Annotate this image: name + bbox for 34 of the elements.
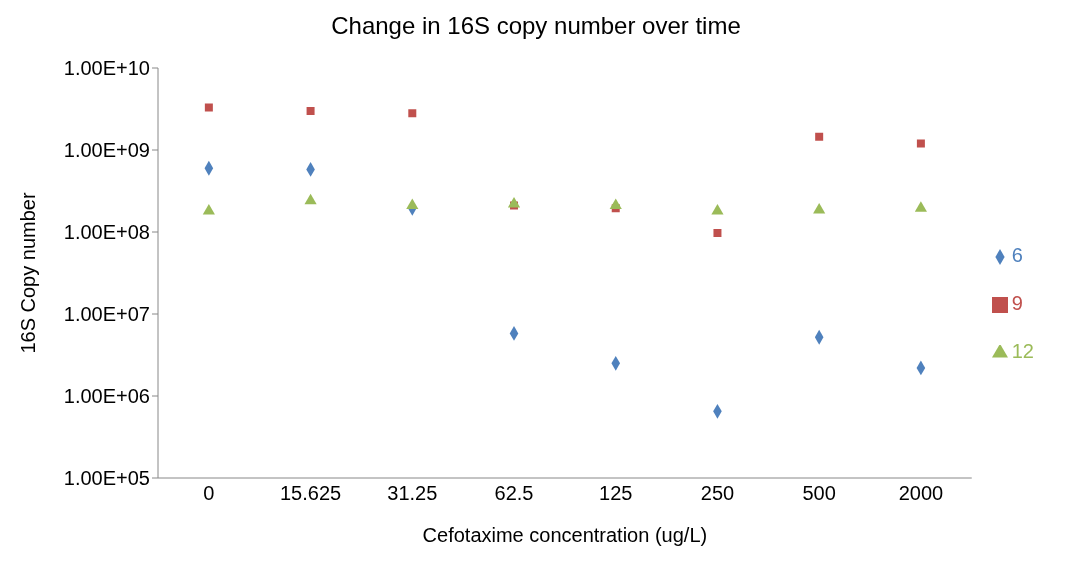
- x-tick-label: 500: [802, 482, 836, 505]
- x-tick-label: 250: [700, 482, 735, 505]
- y-tick-label: 1.00E+10: [63, 57, 150, 80]
- x-tick-label: 15.625: [279, 482, 342, 505]
- point: [202, 204, 215, 215]
- point: [916, 139, 925, 148]
- y-tick-label: 1.00E+07: [63, 303, 150, 326]
- x-tick-label: 31.25: [387, 482, 438, 505]
- legend-label: 6: [1011, 244, 1023, 266]
- y-tick-label: 1.00E+09: [63, 139, 150, 162]
- point: [408, 109, 417, 118]
- y-axis-title: 16S Copy number: [17, 192, 40, 354]
- point: [304, 193, 317, 205]
- x-tick-label: 125: [599, 482, 633, 505]
- point: [609, 198, 622, 210]
- point: [813, 203, 826, 214]
- x-tick-label: 62.5: [494, 482, 534, 505]
- y-tick-label: 1.00E+06: [63, 385, 150, 408]
- x-axis-title: Cefotaxime concentration (ug/L): [422, 524, 708, 547]
- x-tick-label: 2000: [898, 482, 944, 505]
- x-tick-label: 0: [203, 482, 215, 505]
- point: [204, 103, 213, 112]
- point: [713, 229, 722, 238]
- point: [914, 201, 927, 212]
- point: [507, 196, 521, 208]
- y-tick-label: 1.00E+05: [63, 467, 150, 490]
- chart-title: Change in 16S copy number over time: [330, 11, 742, 41]
- point: [406, 198, 419, 210]
- legend-label: 9: [1011, 292, 1023, 314]
- y-tick-label: 1.00E+08: [63, 221, 150, 244]
- point: [815, 132, 824, 141]
- point: [306, 106, 315, 115]
- legend-label: 12: [1011, 340, 1034, 362]
- point: [711, 204, 724, 215]
